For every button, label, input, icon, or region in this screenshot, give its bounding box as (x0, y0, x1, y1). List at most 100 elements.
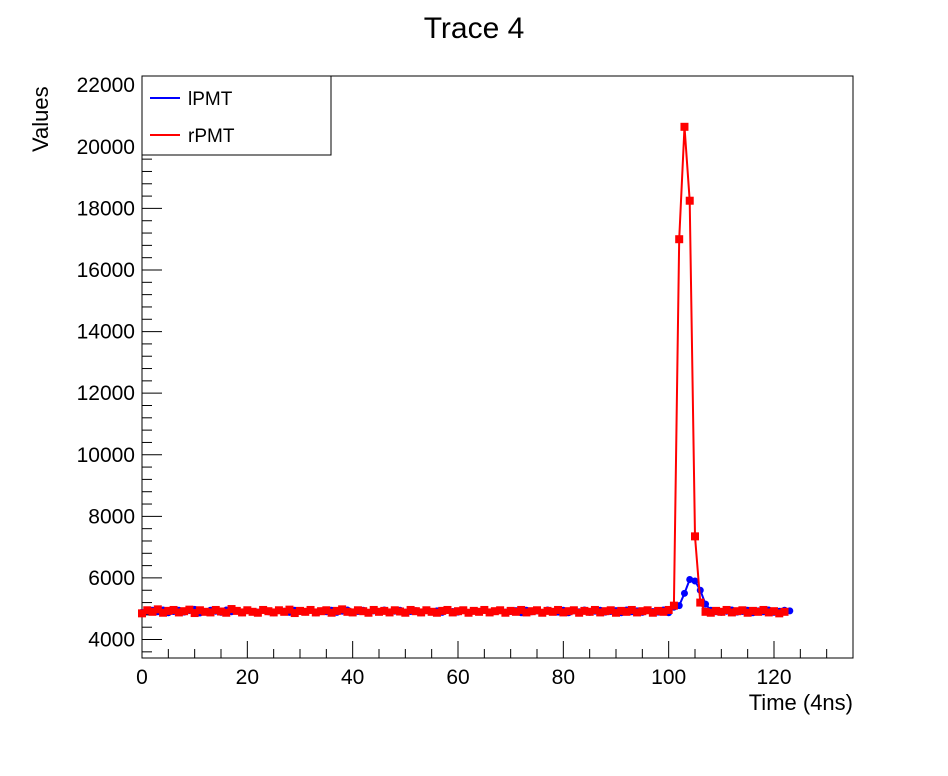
data-point-rpmt (164, 606, 173, 615)
data-point-rpmt (311, 608, 320, 617)
data-point-lpmt (680, 589, 688, 597)
data-point-rpmt (669, 601, 678, 610)
data-point-rpmt (464, 608, 473, 617)
legend-box (141, 75, 332, 156)
data-point-rpmt (343, 607, 352, 616)
data-point-rpmt (454, 607, 462, 616)
data-point-rpmt (743, 608, 752, 617)
data-point-rpmt (585, 607, 594, 616)
data-point-rpmt (174, 608, 183, 617)
data-point-lpmt (691, 577, 699, 585)
data-point-rpmt (691, 532, 699, 541)
data-point-rpmt (385, 608, 394, 617)
x-tick-label: 120 (756, 666, 791, 689)
data-point-rpmt (217, 607, 225, 616)
data-point-rpmt (238, 608, 247, 617)
data-point-rpmt (243, 606, 252, 615)
data-point-rpmt (764, 608, 773, 617)
x-axis-ticks (141, 641, 854, 658)
data-point-rpmt (227, 605, 236, 614)
data-point-rpmt (675, 235, 684, 244)
data-point-rpmt (548, 607, 557, 616)
x-tick-label: 40 (341, 666, 364, 689)
data-point-rpmt (748, 606, 757, 615)
data-point-rpmt (364, 608, 373, 617)
data-point-rpmt (253, 608, 262, 617)
data-point-rpmt (222, 608, 231, 617)
x-axis-label: Time (4ns) (749, 690, 853, 715)
data-point-rpmt (533, 606, 541, 615)
data-point-rpmt (527, 607, 536, 616)
data-point-rpmt (448, 608, 457, 617)
data-point-rpmt (327, 608, 336, 617)
data-point-rpmt (496, 606, 505, 615)
data-point-rpmt (596, 608, 605, 617)
data-point-rpmt (396, 607, 405, 616)
data-point-rpmt (580, 606, 589, 615)
data-point-rpmt (369, 605, 378, 614)
data-point-rpmt (685, 196, 694, 205)
data-point-rpmt (627, 605, 636, 614)
data-point-rpmt (138, 609, 146, 618)
data-point-rpmt (733, 607, 742, 616)
data-point-rpmt (601, 607, 610, 616)
data-point-rpmt (727, 608, 736, 617)
data-point-rpmt (638, 607, 647, 616)
data-point-rpmt (248, 607, 257, 616)
data-point-rpmt (569, 606, 578, 615)
data-point-rpmt (648, 608, 657, 617)
y-tick-label: 18000 (77, 197, 135, 220)
data-point-rpmt (332, 606, 341, 615)
data-point-rpmt (406, 605, 415, 614)
plot-frame (141, 75, 854, 659)
data-point-rpmt (575, 608, 584, 617)
x-tick-label: 80 (552, 666, 575, 689)
data-point-rpmt (195, 606, 204, 615)
data-point-rpmt (264, 607, 273, 616)
data-point-rpmt (280, 607, 289, 616)
data-point-rpmt (511, 607, 520, 616)
data-point-rpmt (296, 606, 304, 615)
data-point-rpmt (612, 608, 620, 617)
data-point-rpmt (422, 606, 431, 615)
y-axis-ticks (142, 84, 162, 653)
data-point-rpmt (443, 605, 452, 614)
x-tick-label: 20 (236, 666, 259, 689)
chart-title: Trace 4 (424, 12, 525, 45)
data-point-rpmt (564, 607, 573, 616)
data-point-rpmt (680, 122, 689, 131)
data-point-rpmt (617, 606, 626, 615)
data-point-rpmt (269, 608, 278, 617)
data-point-rpmt (353, 606, 362, 615)
y-tick-label: 14000 (77, 321, 135, 344)
data-point-rpmt (306, 605, 315, 614)
y-tick-label: 8000 (88, 505, 135, 528)
x-tick-label: 60 (446, 666, 469, 689)
y-tick-label: 20000 (77, 136, 135, 159)
x-tick-label: 0 (136, 666, 148, 689)
data-point-rpmt (654, 606, 663, 615)
data-point-rpmt (501, 608, 510, 617)
y-tick-label: 16000 (77, 259, 135, 282)
data-point-rpmt (180, 607, 189, 616)
y-axis-tick-labels: 4000 6000 8000 10000 12000 14000 16000 18000 200… (77, 74, 135, 651)
data-point-rpmt (717, 607, 726, 616)
y-tick-label: 10000 (77, 444, 135, 467)
data-point-lpmt (686, 575, 694, 583)
data-point-rpmt (301, 607, 310, 616)
data-point-rpmt (190, 609, 199, 618)
data-point-rpmt (432, 608, 441, 617)
data-point-rpmt (770, 607, 778, 616)
y-tick-label: 4000 (88, 629, 135, 652)
data-point-rpmt (659, 607, 668, 616)
y-axis-label: Values (28, 86, 53, 152)
data-point-rpmt (522, 608, 531, 617)
data-point-rpmt (259, 605, 268, 614)
data-point-rpmt (359, 607, 368, 616)
data-point-rpmt (159, 608, 168, 617)
data-point-rpmt (664, 605, 673, 614)
data-point-rpmt (290, 609, 299, 618)
data-point-rpmt (475, 607, 484, 616)
x-axis-tick-labels: 0 20 40 60 80 100 120 (136, 666, 791, 689)
